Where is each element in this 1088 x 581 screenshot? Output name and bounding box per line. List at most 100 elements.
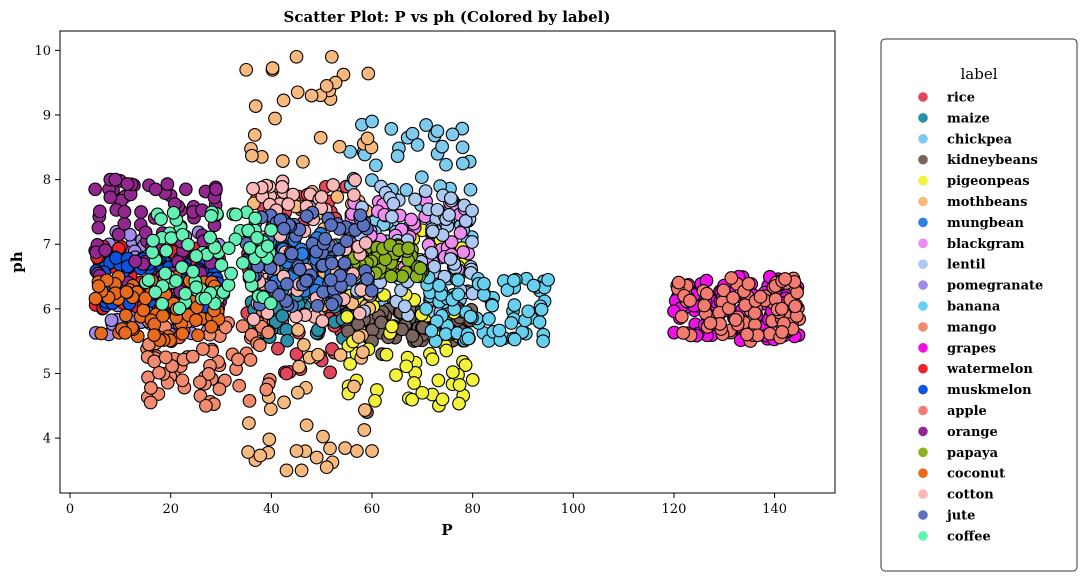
- legend-marker: [918, 322, 928, 332]
- data-point: [264, 223, 278, 237]
- data-point: [532, 315, 547, 329]
- data-point: [275, 309, 290, 323]
- data-point: [232, 378, 247, 393]
- data-point: [265, 61, 280, 75]
- data-point: [463, 182, 478, 197]
- data-point: [452, 378, 467, 392]
- data-point: [181, 237, 195, 252]
- data-point: [399, 359, 414, 374]
- data-point: [248, 99, 263, 113]
- data-point: [333, 348, 348, 362]
- legend-marker: [918, 363, 928, 374]
- series-banana: [419, 270, 555, 349]
- data-point: [318, 231, 333, 246]
- data-point: [263, 296, 278, 311]
- legend-label: coconut: [947, 467, 1005, 482]
- data-point: [189, 249, 204, 263]
- data-point: [445, 127, 460, 142]
- data-point: [716, 283, 731, 298]
- data-point: [384, 122, 399, 136]
- data-point: [289, 49, 304, 64]
- data-point: [178, 286, 193, 301]
- y-tick-label: 10: [34, 44, 51, 59]
- data-point: [299, 273, 314, 288]
- data-point: [740, 327, 754, 342]
- series-coffee: [138, 205, 278, 316]
- data-point: [304, 88, 319, 103]
- data-point: [203, 230, 217, 245]
- data-point: [451, 287, 466, 302]
- data-point: [204, 209, 219, 223]
- data-point: [399, 183, 414, 197]
- data-point: [419, 301, 433, 316]
- data-point: [143, 395, 158, 410]
- y-tick-label: 4: [43, 432, 51, 447]
- data-point: [196, 342, 210, 356]
- legend-marker: [918, 154, 928, 165]
- data-point: [316, 429, 330, 444]
- data-point: [485, 298, 500, 313]
- x-axis-label: P: [441, 521, 452, 539]
- data-point: [169, 274, 183, 288]
- data-point: [401, 241, 416, 256]
- data-point: [541, 272, 555, 287]
- x-tick-label: 40: [263, 502, 280, 517]
- legend-marker: [918, 238, 928, 249]
- data-point: [343, 357, 357, 371]
- legend-marker: [918, 510, 928, 520]
- data-point: [262, 432, 277, 447]
- legend-marker: [918, 134, 928, 144]
- data-point: [111, 227, 126, 242]
- legend-marker: [918, 426, 928, 437]
- data-point: [275, 180, 289, 194]
- data-point: [340, 310, 354, 324]
- data-point: [338, 441, 352, 455]
- data-point: [353, 208, 368, 223]
- data-point: [98, 243, 113, 258]
- data-point: [299, 418, 314, 433]
- data-point: [241, 445, 255, 459]
- data-point: [425, 224, 440, 239]
- y-tick-label: 6: [43, 302, 51, 317]
- data-point: [178, 182, 193, 197]
- legend-marker: [918, 384, 928, 395]
- data-point: [347, 188, 361, 202]
- data-point: [444, 191, 458, 206]
- legend-label: pigeonpeas: [947, 174, 1030, 189]
- data-point: [247, 128, 262, 142]
- x-tick-label: 60: [364, 502, 381, 517]
- y-tick-label: 7: [43, 238, 51, 253]
- data-point: [482, 312, 496, 326]
- legend-marker: [918, 196, 928, 207]
- data-point: [455, 140, 470, 155]
- data-point: [432, 278, 446, 293]
- data-point: [410, 138, 425, 152]
- data-point: [415, 385, 430, 400]
- data-point: [385, 319, 399, 334]
- data-point: [268, 111, 282, 126]
- series-apple: [670, 271, 807, 348]
- data-point: [324, 256, 339, 271]
- data-point: [198, 291, 213, 306]
- data-point: [435, 392, 450, 407]
- data-point: [291, 322, 305, 337]
- data-point: [774, 301, 789, 316]
- legend-marker: [918, 405, 928, 416]
- data-point: [214, 258, 229, 272]
- data-point: [726, 291, 740, 305]
- data-point: [160, 177, 175, 191]
- data-point: [246, 181, 260, 196]
- data-point: [128, 254, 143, 269]
- data-point: [281, 197, 296, 212]
- data-point: [191, 328, 205, 343]
- data-point: [145, 245, 160, 260]
- data-point: [319, 79, 334, 93]
- data-point: [199, 398, 213, 413]
- data-point: [435, 139, 449, 154]
- data-point: [277, 395, 291, 410]
- legend-marker: [918, 301, 928, 311]
- data-point: [753, 289, 768, 304]
- data-point: [279, 366, 294, 381]
- data-point: [280, 277, 294, 291]
